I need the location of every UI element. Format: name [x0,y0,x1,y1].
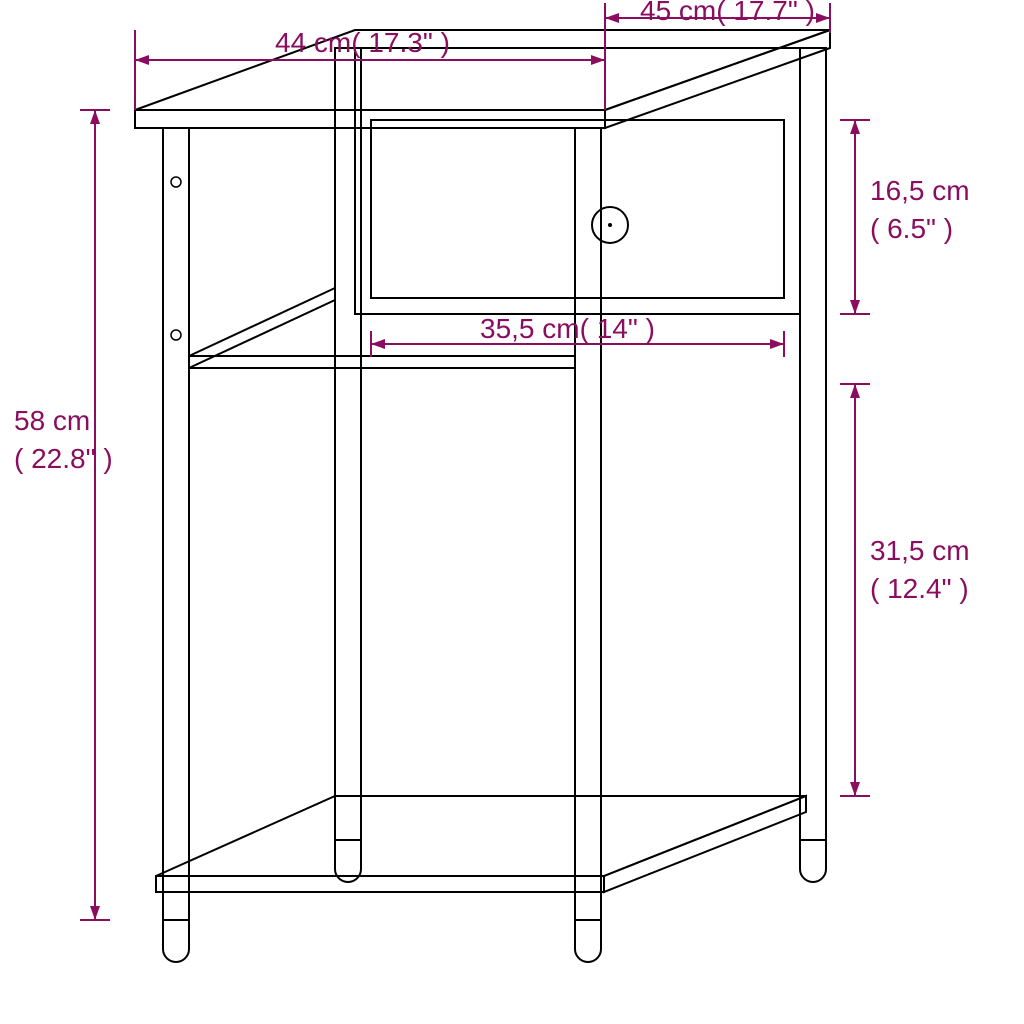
svg-text:( 22.8" ): ( 22.8" ) [14,443,113,474]
svg-text:58 cm: 58 cm [14,405,90,436]
svg-text:( 12.4" ): ( 12.4" ) [870,573,969,604]
svg-text:35,5 cm( 14" ): 35,5 cm( 14" ) [480,313,655,344]
svg-text:( 6.5" ): ( 6.5" ) [870,213,953,244]
svg-text:16,5 cm: 16,5 cm [870,175,970,206]
dim-width-front: 44 cm( 17.3" ) [275,27,450,58]
dim-depth: 45 cm( 17.7" ) [640,0,815,26]
svg-text:31,5 cm: 31,5 cm [870,535,970,566]
